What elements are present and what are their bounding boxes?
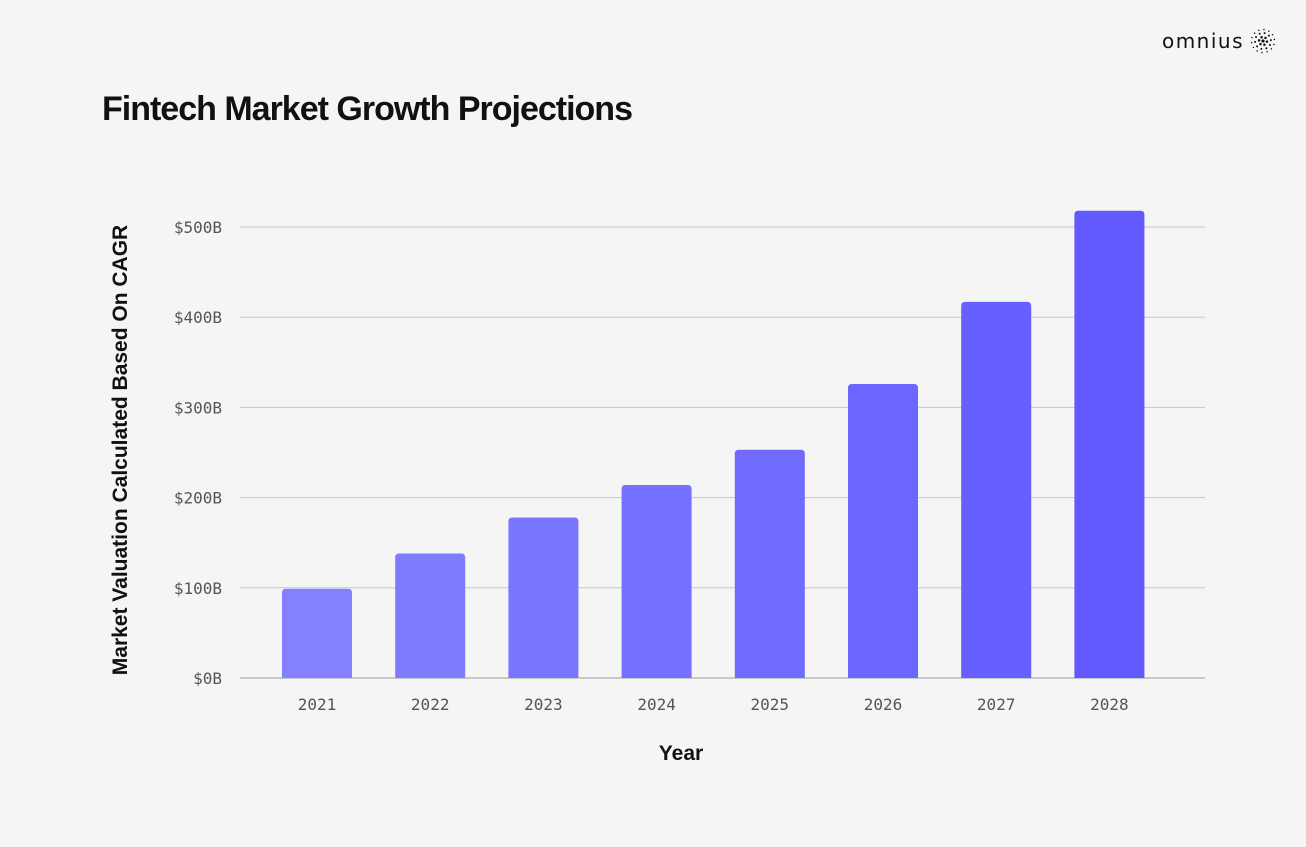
y-tick-label: $0B (193, 669, 222, 688)
bar-2028 (1074, 210, 1145, 678)
y-axis-title: Market Valuation Calculated Based On CAG… (109, 225, 132, 675)
x-tick-label: 2023 (524, 695, 563, 714)
x-tick-label: 2021 (298, 695, 337, 714)
chart-title: Fintech Market Growth Projections (102, 90, 633, 128)
brand-wordmark: omnius (1161, 29, 1244, 53)
x-tick-label: 2024 (637, 695, 676, 714)
bar-2027 (961, 301, 1032, 678)
brand-logo: omnius (1162, 28, 1276, 54)
x-tick-label: 2027 (977, 695, 1016, 714)
x-tick-label: 2026 (864, 695, 903, 714)
x-axis-title: Year (659, 742, 703, 765)
x-axis-ticks: 2021 2022 2023 2024 2025 2026 2027 2028 (298, 695, 1129, 714)
grid-lines (240, 226, 1205, 679)
y-axis-ticks: $0B $100B $200B $300B $400B $500B (174, 218, 222, 688)
dotted-sphere-icon (1250, 28, 1276, 54)
x-tick-label: 2022 (411, 695, 450, 714)
y-tick-label: $500B (174, 218, 222, 237)
bar-2022 (395, 553, 466, 678)
bar-2025 (734, 449, 805, 678)
bar-2023 (508, 517, 579, 678)
bar-2021 (282, 588, 352, 678)
y-tick-label: $400B (174, 308, 222, 327)
y-tick-label: $100B (174, 579, 222, 598)
bar-2026 (848, 383, 918, 678)
y-tick-label: $200B (174, 489, 222, 508)
y-tick-label: $300B (174, 398, 222, 417)
x-tick-label: 2028 (1090, 695, 1129, 714)
x-tick-label: 2025 (751, 695, 790, 714)
bars (282, 210, 1145, 678)
bar-2024 (621, 484, 692, 678)
